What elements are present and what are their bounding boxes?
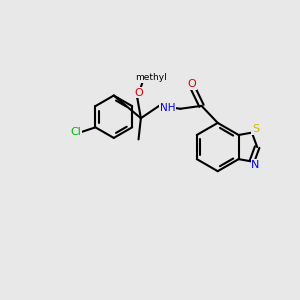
Text: N: N: [251, 160, 260, 170]
Text: NH: NH: [160, 103, 175, 113]
Text: O: O: [188, 79, 196, 89]
Text: O: O: [134, 88, 143, 98]
Text: S: S: [252, 124, 259, 134]
Text: methyl: methyl: [136, 74, 167, 82]
Text: Cl: Cl: [70, 127, 81, 137]
